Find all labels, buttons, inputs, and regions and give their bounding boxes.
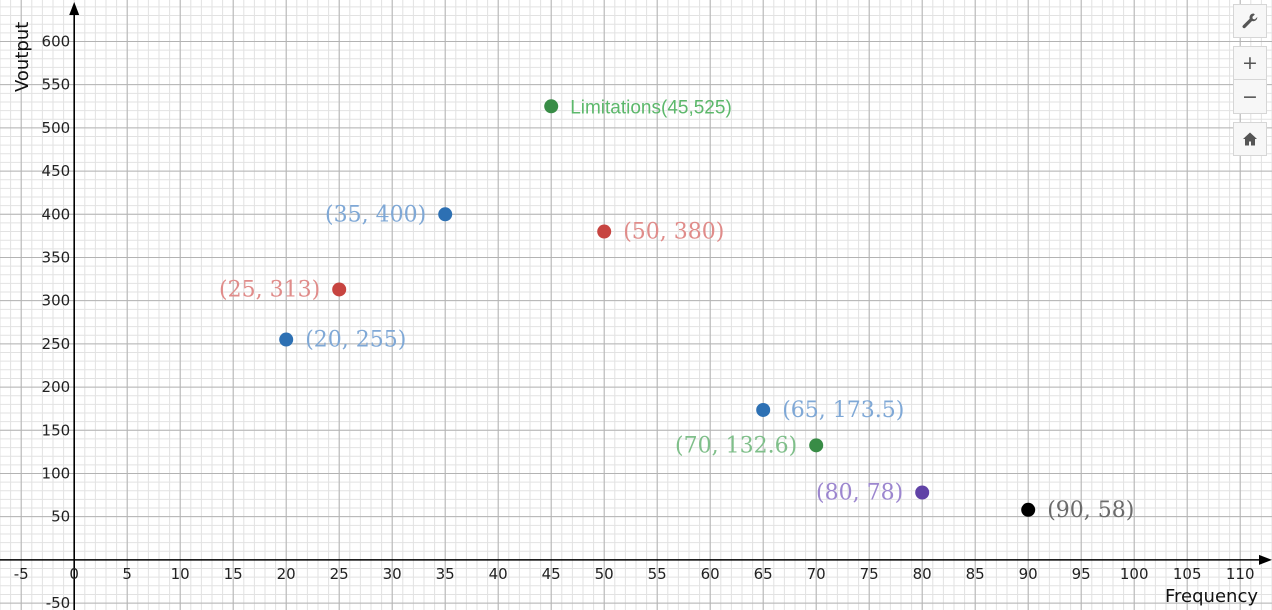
point-label: (35, 400) [325,202,426,227]
tick-label: 5 [122,565,132,583]
tick-label: 90 [1019,565,1038,583]
x-axis-arrow [1259,554,1272,565]
data-point[interactable] [1021,502,1036,517]
tick-label: 10 [171,565,190,583]
tick-label: -5 [14,565,29,583]
y-axis-label: Voutput [12,22,33,92]
tick-label: 30 [383,565,402,583]
point-label: (80, 78) [816,480,903,505]
tick-label: 80 [913,565,932,583]
tick-label: 70 [807,565,826,583]
tick-label: 95 [1072,565,1091,583]
point-label: (90, 58) [1047,498,1134,523]
data-point[interactable] [597,224,612,239]
tick-label: 25 [330,565,349,583]
data-point[interactable] [915,485,930,500]
tick-label: 105 [1173,565,1202,583]
tick-label: 300 [42,292,71,310]
home-icon [1243,132,1257,146]
tick-label: 200 [42,378,71,396]
home-button[interactable] [1233,122,1267,156]
tick-label: 110 [1226,565,1255,583]
data-points: (20, 255) (25, 313) (35, 400) Limitations(4… [219,97,1134,522]
point-label: (25, 313) [219,277,320,302]
tick-label: 75 [860,565,879,583]
wrench-icon [1242,13,1258,29]
tick-label: 55 [648,565,667,583]
x-axis-label: Frequency [1165,586,1258,607]
zoom-in-button[interactable]: + [1233,46,1267,80]
data-point[interactable] [809,438,824,453]
tick-label: 100 [42,464,71,482]
tick-label: 20 [277,565,296,583]
data-point[interactable] [438,207,453,222]
tick-label: 60 [701,565,720,583]
point-label: (20, 255) [305,328,406,353]
tick-label: 0 [69,565,79,583]
tick-label: -50 [46,594,71,610]
tick-label: 400 [42,205,71,223]
tick-label: 85 [966,565,985,583]
graph-toolbar: + − [1233,4,1267,156]
tick-labels: -5 0 5 10 15 20 25 30 35 40 45 50 55 60 65 70 75 80 85 90 95… [14,32,1255,610]
tick-label: 15 [224,565,243,583]
tick-label: 50 [595,565,614,583]
data-point[interactable] [332,282,347,297]
point-label: (65, 173.5) [782,398,904,423]
tick-label: 350 [42,248,71,266]
tick-label: 100 [1120,565,1149,583]
tick-label: 450 [42,162,71,180]
tick-label: 45 [542,565,561,583]
settings-wrench-button[interactable] [1233,4,1267,38]
point-label: (70, 132.6) [675,433,797,458]
zoom-out-button[interactable]: − [1233,80,1267,114]
data-point[interactable] [279,332,294,347]
data-point[interactable] [756,402,771,417]
tick-label: 600 [42,32,71,50]
tick-label: 50 [51,508,70,526]
tick-label: 250 [42,335,71,353]
point-label: Limitations(45,525) [570,97,732,118]
tick-label: 35 [436,565,455,583]
tick-label: 40 [489,565,508,583]
tick-label: 150 [42,421,71,439]
y-axis-arrow [69,2,80,15]
data-point[interactable] [544,99,559,114]
tick-label: 500 [42,119,71,137]
tick-label: 550 [42,76,71,94]
tick-label: 65 [754,565,773,583]
point-label: (50, 380) [623,220,724,245]
